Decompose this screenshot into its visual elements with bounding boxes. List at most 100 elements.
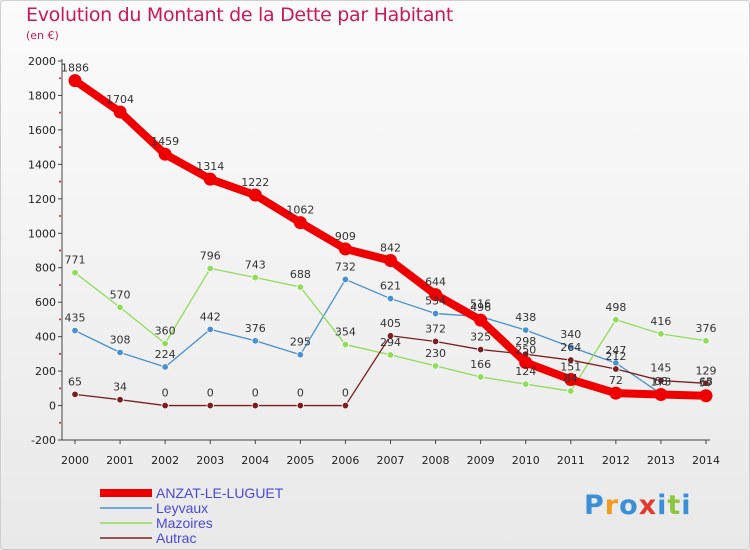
- data-point: [612, 316, 620, 324]
- data-label: 57: [699, 377, 713, 390]
- x-tick-label: 2002: [151, 454, 179, 467]
- data-label: 405: [380, 317, 401, 330]
- data-point: [657, 330, 665, 338]
- data-point: [68, 74, 82, 88]
- data-label: 212: [605, 350, 626, 363]
- data-point: [699, 389, 713, 403]
- data-point: [116, 395, 124, 404]
- data-point: [206, 325, 214, 334]
- data-label: 570: [110, 288, 131, 301]
- data-label: 743: [245, 259, 266, 272]
- y-tick-label: 1600: [28, 124, 56, 137]
- data-point: [161, 401, 169, 410]
- y-tick-label: -200: [31, 434, 56, 447]
- data-label: 264: [560, 341, 581, 354]
- data-point: [296, 351, 305, 359]
- data-label: 151: [560, 361, 581, 374]
- data-point: [567, 356, 575, 364]
- data-label: 842: [380, 241, 401, 254]
- y-minor-tick: [59, 146, 61, 149]
- y-tick-label: 1400: [28, 158, 56, 171]
- data-label: 68: [654, 375, 668, 388]
- data-point: [476, 345, 485, 354]
- data-point: [476, 373, 485, 381]
- data-point: [116, 348, 124, 357]
- data-point: [71, 326, 79, 335]
- y-minor-tick: [59, 215, 61, 218]
- data-label: 166: [470, 358, 491, 371]
- data-label: 376: [245, 322, 266, 335]
- data-label: 435: [65, 312, 86, 325]
- data-label: 376: [696, 322, 717, 335]
- data-label: 796: [200, 249, 221, 262]
- data-point: [341, 401, 350, 410]
- data-point: [384, 253, 397, 267]
- data-label: 250: [515, 343, 536, 356]
- data-point: [206, 401, 214, 410]
- data-label: 0: [252, 387, 259, 400]
- data-point: [431, 337, 440, 346]
- data-point: [386, 351, 395, 359]
- y-tick-label: 1000: [28, 227, 56, 240]
- data-label: 909: [335, 230, 356, 243]
- data-label: 416: [650, 315, 671, 328]
- data-label: 247: [605, 344, 626, 357]
- x-tick-label: 2006: [331, 454, 359, 467]
- data-point: [293, 216, 307, 230]
- y-minor-tick: [59, 249, 61, 252]
- x-tick-label: 2009: [467, 454, 495, 467]
- data-label: 295: [290, 336, 311, 349]
- x-tick-label: 2013: [647, 454, 675, 467]
- chart-subtitle: (en €): [26, 29, 59, 42]
- data-point: [251, 273, 259, 282]
- data-label: 84: [564, 372, 578, 385]
- data-label: 340: [560, 328, 581, 341]
- data-label: 325: [470, 331, 491, 344]
- data-label: 129: [696, 364, 717, 377]
- data-label: 145: [650, 362, 671, 375]
- data-point: [431, 309, 440, 318]
- data-point: [567, 387, 575, 395]
- data-label: 65: [68, 375, 82, 388]
- x-tick-label: 2007: [377, 454, 405, 467]
- data-point: [519, 355, 533, 369]
- data-label: 516: [470, 298, 491, 311]
- data-point: [251, 337, 259, 345]
- y-minor-tick: [59, 180, 61, 183]
- data-label: 294: [380, 336, 401, 349]
- data-label: 360: [155, 325, 176, 338]
- data-point: [296, 401, 305, 410]
- data-label: 72: [609, 374, 623, 387]
- y-minor-tick: [59, 318, 61, 321]
- data-point: [341, 275, 350, 284]
- y-tick-label: 1800: [28, 89, 56, 102]
- legend-label: Mazoires: [156, 515, 213, 531]
- data-label: 621: [380, 280, 401, 293]
- data-label: 771: [65, 254, 86, 267]
- data-label: 688: [290, 268, 311, 281]
- data-label: 1062: [286, 204, 314, 217]
- data-point: [251, 401, 259, 410]
- data-label: 173: [650, 376, 671, 389]
- data-label: 0: [297, 387, 304, 400]
- data-point: [116, 303, 124, 312]
- y-minor-tick: [59, 283, 61, 286]
- legend-label: Autrac: [156, 530, 196, 546]
- data-label: 438: [515, 311, 536, 324]
- data-point: [564, 373, 578, 387]
- data-label: 1704: [106, 93, 134, 106]
- y-minor-tick: [59, 421, 61, 424]
- x-tick-label: 2011: [557, 454, 585, 467]
- data-point: [609, 386, 623, 400]
- data-label: 224: [155, 348, 176, 361]
- logo-letter: x: [638, 490, 658, 521]
- data-label: 1222: [241, 176, 269, 189]
- data-label: 1314: [196, 160, 224, 173]
- y-tick-label: 200: [35, 365, 56, 378]
- logo-letter: o: [619, 490, 639, 521]
- proxiti-logo: Proxiti: [584, 490, 692, 521]
- data-label: 1886: [61, 62, 89, 75]
- x-tick-label: 2012: [602, 454, 630, 467]
- data-point: [71, 269, 79, 277]
